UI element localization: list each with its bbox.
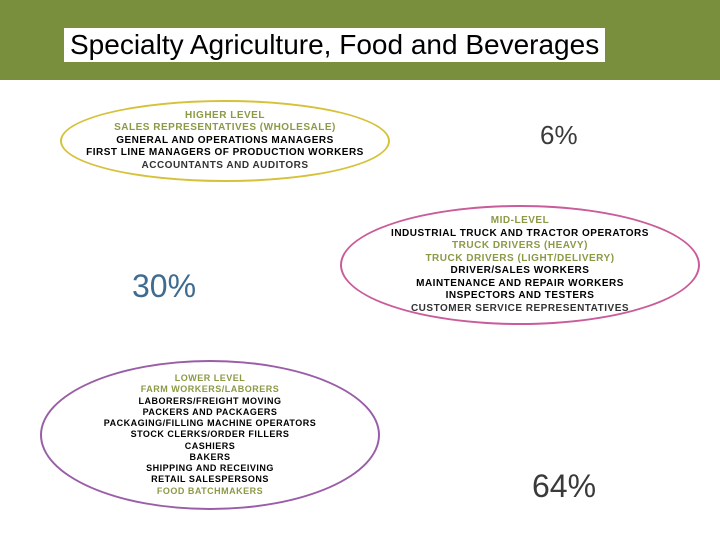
lower-level-percent: 64% [532, 468, 596, 505]
mid-line: INSPECTORS AND TESTERS [446, 290, 595, 303]
lower-line: SHIPPING AND RECEIVING [146, 463, 274, 474]
lower-line: RETAIL SALESPERSONS [151, 474, 269, 485]
slide: Specialty Agriculture, Food and Beverage… [0, 0, 720, 540]
mid-header: MID-LEVEL [491, 215, 549, 228]
higher-level-percent: 6% [540, 120, 578, 151]
lower-header: LOWER LEVEL [175, 373, 246, 384]
higher-header: HIGHER LEVEL [185, 110, 265, 123]
higher-line: SALES REPRESENTATIVES (WHOLESALE) [114, 122, 336, 135]
lower-level-lines: LOWER LEVELFARM WORKERS/LABORERSLABORERS… [42, 362, 378, 508]
mid-level-ellipse: MID-LEVELINDUSTRIAL TRUCK AND TRACTOR OP… [340, 205, 700, 325]
page-title: Specialty Agriculture, Food and Beverage… [64, 28, 605, 62]
lower-line: STOCK CLERKS/ORDER FILLERS [131, 429, 290, 440]
mid-line: TRUCK DRIVERS (HEAVY) [452, 240, 588, 253]
lower-line: FOOD BATCHMAKERS [157, 486, 263, 497]
higher-line: GENERAL AND OPERATIONS MANAGERS [116, 135, 334, 148]
lower-line: LABORERS/FREIGHT MOVING [138, 396, 281, 407]
lower-line: BAKERS [189, 452, 230, 463]
mid-level-lines: MID-LEVELINDUSTRIAL TRUCK AND TRACTOR OP… [342, 207, 698, 323]
mid-line: INDUSTRIAL TRUCK AND TRACTOR OPERATORS [391, 228, 649, 241]
lower-line: PACKERS AND PACKAGERS [143, 407, 278, 418]
lower-line: CASHIERS [185, 441, 236, 452]
mid-line: MAINTENANCE AND REPAIR WORKERS [416, 278, 624, 291]
mid-level-percent: 30% [132, 268, 196, 305]
higher-level-lines: HIGHER LEVELSALES REPRESENTATIVES (WHOLE… [62, 102, 388, 180]
lower-line: FARM WORKERS/LABORERS [141, 384, 280, 395]
lower-line: PACKAGING/FILLING MACHINE OPERATORS [104, 418, 317, 429]
higher-line: FIRST LINE MANAGERS OF PRODUCTION WORKER… [86, 147, 364, 160]
mid-line: DRIVER/SALES WORKERS [451, 265, 590, 278]
higher-line: ACCOUNTANTS AND AUDITORS [142, 160, 309, 173]
lower-level-ellipse: LOWER LEVELFARM WORKERS/LABORERSLABORERS… [40, 360, 380, 510]
mid-line: CUSTOMER SERVICE REPRESENTATIVES [411, 303, 629, 316]
higher-level-ellipse: HIGHER LEVELSALES REPRESENTATIVES (WHOLE… [60, 100, 390, 182]
mid-line: TRUCK DRIVERS (LIGHT/DELIVERY) [425, 253, 614, 266]
